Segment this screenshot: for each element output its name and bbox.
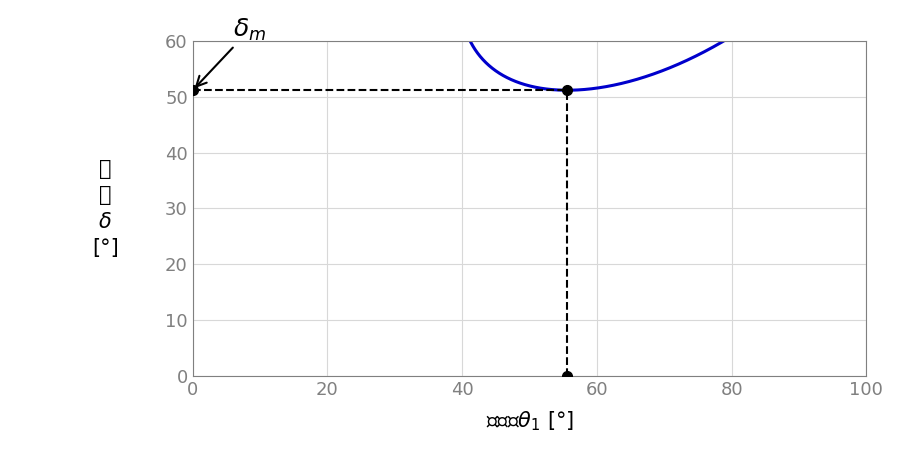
- Text: 偏
角
$\delta$
[°]: 偏 角 $\delta$ [°]: [92, 159, 119, 258]
- Text: $\delta_m$: $\delta_m$: [196, 17, 266, 86]
- X-axis label: 入射角$\theta_1$ [°]: 入射角$\theta_1$ [°]: [486, 410, 573, 433]
